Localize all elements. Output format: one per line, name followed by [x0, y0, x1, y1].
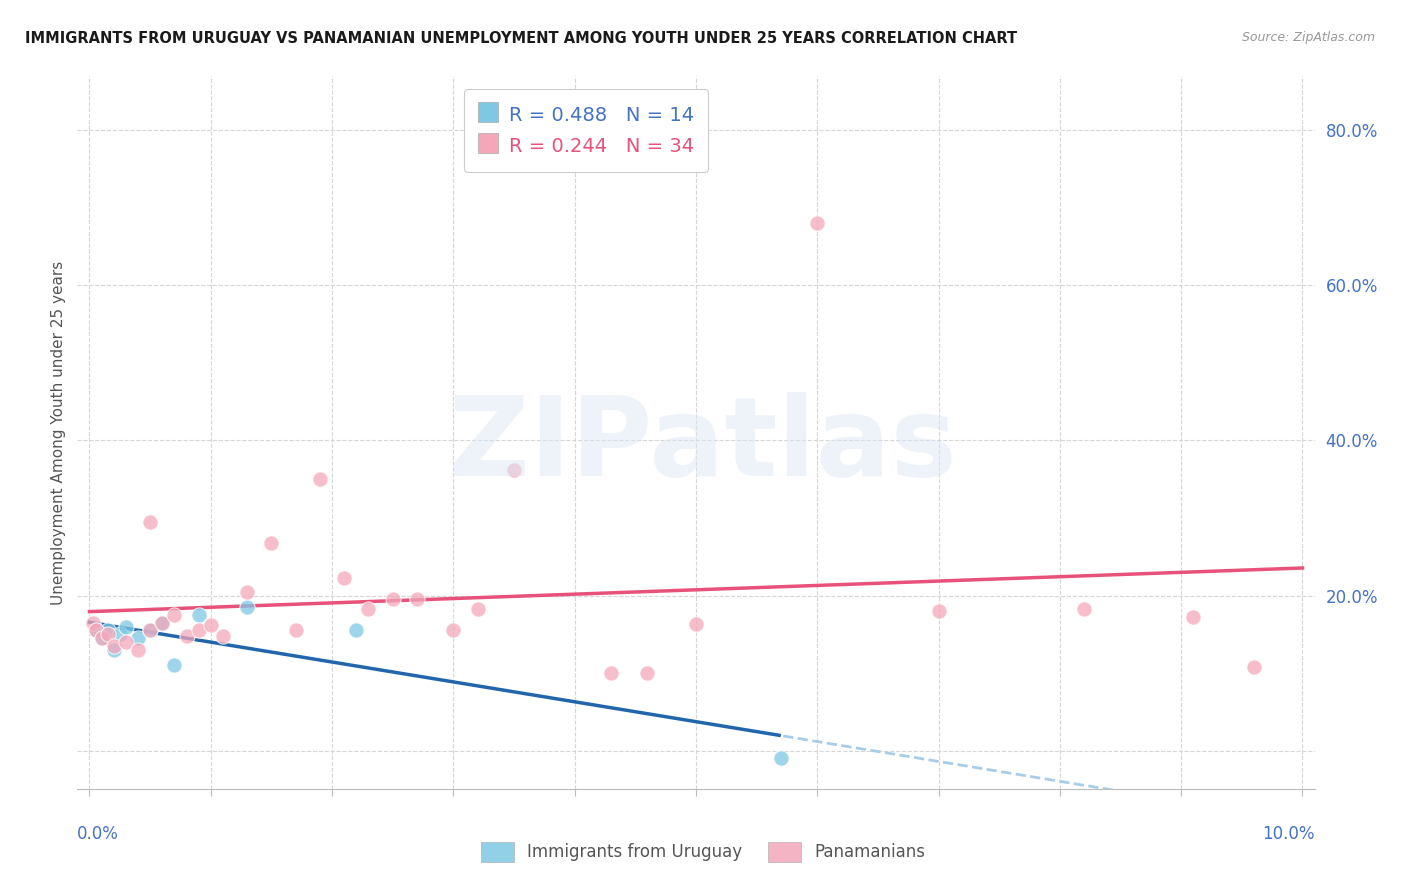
Text: IMMIGRANTS FROM URUGUAY VS PANAMANIAN UNEMPLOYMENT AMONG YOUTH UNDER 25 YEARS CO: IMMIGRANTS FROM URUGUAY VS PANAMANIAN UN… — [25, 31, 1018, 46]
Point — [212, 629, 235, 643]
Point — [1073, 601, 1095, 615]
Point — [150, 615, 173, 630]
Point — [928, 604, 950, 618]
Point — [806, 216, 828, 230]
Text: Source: ZipAtlas.com: Source: ZipAtlas.com — [1241, 31, 1375, 45]
Point — [406, 592, 429, 607]
Point — [176, 629, 198, 643]
Point — [200, 618, 222, 632]
Point — [103, 642, 125, 657]
Point — [139, 515, 162, 529]
Point — [1243, 660, 1265, 674]
Point — [309, 472, 332, 486]
Point — [284, 624, 307, 638]
Point — [600, 666, 623, 681]
Point — [139, 624, 162, 638]
Text: 10.0%: 10.0% — [1263, 825, 1315, 843]
Point — [127, 642, 149, 657]
Point — [82, 615, 104, 630]
Point — [503, 463, 526, 477]
Point — [84, 624, 107, 638]
Point — [685, 617, 707, 632]
Point — [357, 601, 380, 615]
Point — [1182, 610, 1205, 624]
Legend: R = 0.488   N = 14, R = 0.244   N = 34: R = 0.488 N = 14, R = 0.244 N = 34 — [464, 89, 707, 171]
Point — [636, 666, 658, 681]
Point — [150, 615, 173, 630]
Point — [90, 631, 112, 645]
Point — [97, 624, 120, 638]
Point — [236, 600, 259, 615]
Point — [115, 635, 138, 649]
Point — [187, 624, 209, 638]
Point — [103, 639, 125, 653]
Point — [163, 607, 186, 622]
Text: 0.0%: 0.0% — [77, 825, 120, 843]
Point — [97, 627, 120, 641]
Point — [333, 571, 356, 585]
Point — [163, 658, 186, 673]
Point — [441, 624, 464, 638]
Point — [139, 624, 162, 638]
Point — [108, 627, 131, 641]
Point — [467, 601, 489, 615]
Point — [127, 631, 149, 645]
Point — [381, 592, 404, 607]
Text: ZIPatlas: ZIPatlas — [449, 392, 957, 500]
Point — [769, 751, 792, 765]
Point — [236, 584, 259, 599]
Point — [115, 619, 138, 633]
Legend: Immigrants from Uruguay, Panamanians: Immigrants from Uruguay, Panamanians — [472, 833, 934, 871]
Y-axis label: Unemployment Among Youth under 25 years: Unemployment Among Youth under 25 years — [51, 260, 66, 605]
Point — [84, 624, 107, 638]
Point — [90, 631, 112, 645]
Point — [260, 535, 283, 549]
Point — [344, 624, 367, 638]
Point — [187, 607, 209, 622]
